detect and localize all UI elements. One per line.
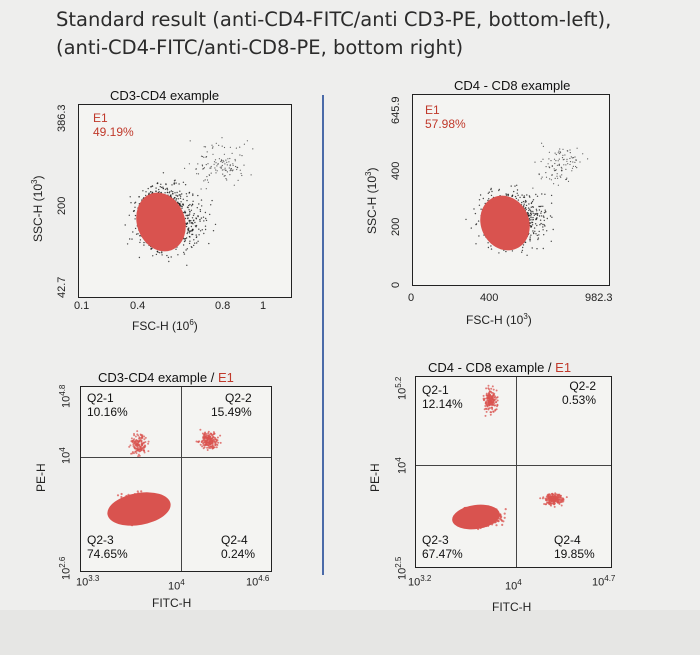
y-axis-label: SSC-H (103) — [30, 175, 45, 242]
y-tick-label: 102.6 — [58, 556, 73, 580]
x-tick-label: 103.2 — [408, 574, 432, 589]
quadrant-divider-horizontal — [81, 457, 271, 458]
dot-cloud — [124, 137, 254, 266]
scatter-plot: E1 49.19% — [78, 104, 292, 298]
x-axis-label: FSC-H (106) — [132, 318, 198, 333]
quadrant-plot: Q2-1 10.16% Q2-2 15.49% Q2-3 74.65% Q2-4… — [80, 386, 272, 572]
scatter-plot: E1 57.98% — [412, 94, 610, 286]
x-tick-label: 1 — [260, 300, 267, 312]
x-tick-label: 104 — [168, 578, 185, 593]
gated-population — [136, 192, 186, 252]
dot-cloud — [465, 142, 589, 256]
quadrant-q2-4-label: Q2-4 0.24% — [221, 533, 256, 561]
panel-title: CD4 - CD8 example / E1 — [428, 360, 572, 375]
quadrant-q2-2-label: Q2-2 0.53% — [562, 379, 597, 407]
panel-title: CD3-CD4 example — [110, 88, 220, 103]
background-band — [0, 610, 700, 655]
x-tick-label: 982.3 — [585, 292, 613, 304]
y-tick-label: 0 — [390, 281, 402, 288]
gate-label: E1 49.19% — [93, 111, 134, 139]
gate-name: E1 — [425, 103, 440, 117]
x-tick-label: 0.8 — [215, 300, 231, 312]
panel-title: CD3-CD4 example / E1 — [98, 370, 234, 385]
y-tick-label: 645.9 — [390, 96, 402, 124]
gated-population — [107, 492, 171, 526]
quadrant-q2-3-label: Q2-3 74.65% — [87, 533, 128, 561]
quadrant-q2-4-label: Q2-4 19.85% — [554, 533, 595, 561]
x-axis-label: FITC-H — [492, 600, 532, 614]
x-axis-label: FSC-H (103) — [466, 312, 532, 327]
quadrant-q2-3-label: Q2-3 67.47% — [422, 533, 463, 561]
y-tick-label: 104.8 — [58, 384, 73, 408]
y-tick-label: 42.7 — [56, 276, 68, 298]
x-tick-label: 104.7 — [592, 574, 616, 589]
dot-cloud — [452, 384, 568, 531]
quadrant-q2-2-label: Q2-2 15.49% — [211, 391, 252, 419]
gated-population — [452, 504, 500, 530]
y-tick-label: 104 — [58, 447, 73, 464]
slide-title: Standard result (anti-CD4-FITC/anti CD3-… — [56, 6, 686, 62]
y-tick-label: 102.5 — [394, 556, 409, 580]
x-tick-label: 0.4 — [130, 300, 146, 312]
dot-cloud — [107, 428, 222, 527]
y-tick-label: 386.3 — [56, 104, 68, 132]
y-axis-label: PE-H — [34, 463, 48, 492]
gate-percentage: 57.98% — [425, 117, 466, 131]
y-axis-label: SSC-H (103) — [364, 167, 379, 234]
gated-population — [480, 195, 530, 251]
gate-percentage: 49.19% — [93, 125, 134, 139]
quadrant-divider-vertical — [181, 387, 182, 571]
y-tick-label: 105.2 — [394, 376, 409, 400]
y-axis-label: PE-H — [368, 463, 382, 492]
y-tick-label: 104 — [394, 457, 409, 474]
quadrant-q2-1-label: Q2-1 12.14% — [422, 383, 463, 411]
x-tick-label: 0 — [408, 292, 415, 304]
quadrant-q2-1-label: Q2-1 10.16% — [87, 391, 128, 419]
x-tick-label: 104 — [505, 578, 522, 593]
panel-divider — [322, 95, 324, 575]
title-line-2: (anti-CD4-FITC/anti-CD8-PE, bottom right… — [56, 36, 464, 59]
y-tick-label: 400 — [390, 161, 402, 180]
y-tick-label: 200 — [56, 196, 68, 215]
x-tick-label: 103.3 — [76, 574, 100, 589]
gate-label: E1 57.98% — [425, 103, 466, 131]
gate-name: E1 — [93, 111, 108, 125]
x-axis-label: FITC-H — [152, 596, 192, 610]
quadrant-plot: Q2-1 12.14% Q2-2 0.53% Q2-3 67.47% Q2-4 … — [415, 376, 612, 568]
quadrant-divider-vertical — [516, 377, 517, 567]
x-tick-label: 104.6 — [246, 574, 270, 589]
y-tick-label: 200 — [390, 217, 402, 236]
panel-title: CD4 - CD8 example — [454, 78, 571, 93]
title-line-1: Standard result (anti-CD4-FITC/anti CD3-… — [56, 8, 612, 31]
quadrant-divider-horizontal — [416, 465, 611, 466]
x-tick-label: 400 — [480, 292, 499, 304]
x-tick-label: 0.1 — [74, 300, 90, 312]
